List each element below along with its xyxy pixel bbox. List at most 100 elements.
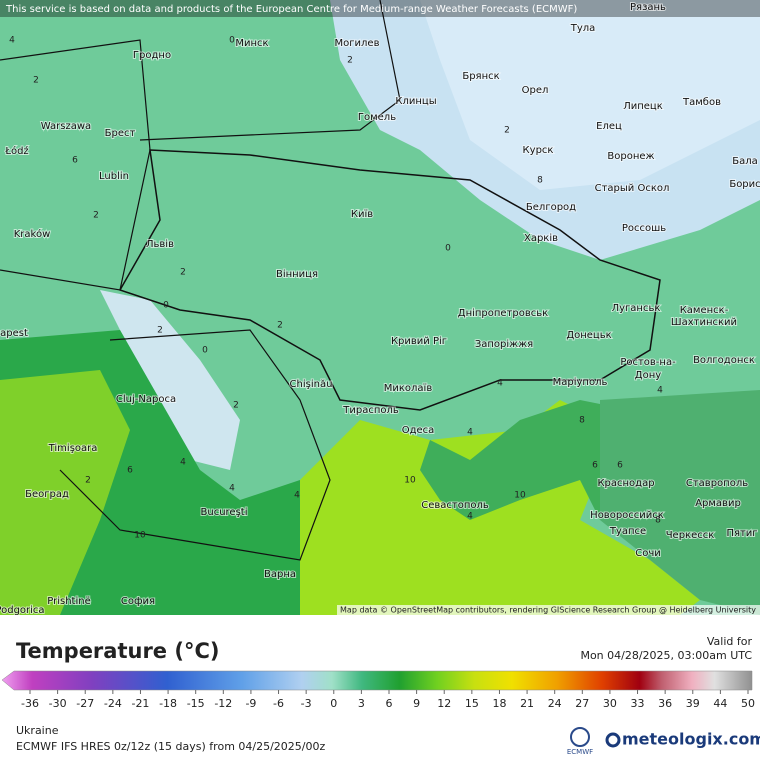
city-label: Борис — [729, 179, 760, 190]
city-label: Армавир — [695, 498, 741, 509]
colorbar-tick-label: 33 — [631, 697, 645, 710]
colorbar-tick-label: 6 — [386, 697, 393, 710]
city-label: Київ — [351, 209, 373, 220]
contour-label: 0 — [445, 244, 451, 254]
colorbar-tick-label: 30 — [603, 697, 617, 710]
city-label: Ставрополь — [686, 478, 748, 489]
city-label: Одеса — [402, 425, 435, 436]
colorbar-tick-label: -27 — [76, 697, 94, 710]
country-border — [59, 329, 331, 561]
colorbar-tick-label: 44 — [713, 697, 727, 710]
city-label: Кривий Ріг — [391, 335, 447, 347]
city-label: Тамбов — [682, 97, 721, 108]
city-label: Пятиг — [726, 528, 757, 539]
city-label: apest — [0, 328, 28, 339]
city-label: Орел — [522, 85, 549, 96]
ecmwf-icon — [570, 727, 590, 747]
city-label: Донецьк — [566, 330, 611, 341]
legend-title: Temperature (°C) — [16, 639, 219, 663]
city-label: Елец — [596, 121, 622, 132]
colorbar — [1, 670, 753, 691]
contour-label: 0 — [229, 36, 235, 46]
contour-label: 2 — [347, 56, 353, 66]
city-label: Липецк — [623, 101, 663, 112]
city-label: Сочи — [635, 548, 661, 559]
colorbar-tick-label: -9 — [245, 697, 256, 710]
city-label: Львів — [146, 238, 174, 250]
city-label: Гродно — [133, 50, 171, 61]
city-label: Тула — [570, 23, 596, 34]
contour-label: 6 — [592, 461, 598, 471]
colorbar-tick-label: 39 — [686, 697, 700, 710]
contour-label: 4 — [497, 379, 503, 389]
city-label: Prishtinë — [47, 596, 90, 607]
contour-label: 2 — [180, 268, 186, 278]
city-label: Podgorica — [0, 605, 45, 616]
city-label: Новороссийск — [590, 510, 664, 521]
city-label: Могилев — [335, 38, 380, 49]
colorbar-tick-label: -24 — [104, 697, 122, 710]
contour-label: 2 — [277, 321, 283, 331]
caucasus-area — [600, 390, 760, 615]
country-border — [0, 39, 151, 291]
city-label: Миколаїв — [384, 383, 433, 394]
colorbar-tick-label: 27 — [575, 697, 589, 710]
city-label: Клинцы — [395, 96, 436, 107]
city-label: Kraków — [14, 228, 51, 240]
colorbar-tick-label: 9 — [413, 697, 420, 710]
contour-label: 8 — [579, 416, 585, 426]
city-label: Черкесск — [666, 530, 715, 541]
region: Ukraine — [16, 724, 59, 737]
colorbar-tick-label: -6 — [273, 697, 284, 710]
contour-label: 10 — [134, 531, 146, 541]
country-border — [139, 0, 401, 141]
colorbar-tick-label: 50 — [741, 697, 755, 710]
contour-label: 4 — [657, 386, 663, 396]
city-label: Севастополь — [421, 500, 489, 511]
city-label: Гомель — [358, 112, 396, 123]
attribution-bar — [0, 0, 760, 17]
contour-label: 2 — [504, 126, 510, 136]
city-label: Бала — [732, 156, 758, 167]
mountain-cold — [100, 290, 240, 470]
colorbar-tick-label: 3 — [358, 697, 365, 710]
map: This service is based on data and produc… — [0, 0, 760, 617]
city-label: Warszawa — [41, 121, 91, 132]
valid-time: Mon 04/28/2025, 03:00am UTC — [580, 649, 752, 662]
city-label: Тирасполь — [342, 405, 399, 416]
city-label: София — [121, 596, 155, 607]
colorbar-tick-label: 18 — [492, 697, 506, 710]
city-label: Воронеж — [607, 151, 654, 162]
colorbar-tick-label: 12 — [437, 697, 451, 710]
city-label: Београд — [25, 489, 69, 500]
colorbar-tick-label: -15 — [187, 697, 205, 710]
city-label: Ростов-на- — [620, 357, 676, 368]
colorbar-tick-label: -18 — [159, 697, 177, 710]
attribution: This service is based on data and produc… — [5, 4, 577, 15]
colorbar-tick-label: 21 — [520, 697, 534, 710]
contour-label: 2 — [157, 326, 163, 336]
contour-label: 4 — [180, 458, 186, 468]
city-label: Краснодар — [597, 478, 654, 489]
city-label: Брест — [105, 128, 136, 139]
credit-bar — [337, 605, 760, 615]
city-label: Брянск — [462, 71, 499, 82]
contour-label: 4 — [467, 428, 473, 438]
warm-area — [0, 370, 130, 615]
city-label: Запоріжжя — [475, 338, 533, 350]
city-label: Cluj-Napoca — [116, 394, 176, 405]
city-label: Lublin — [99, 171, 129, 182]
colorbar-tick-label: -12 — [214, 697, 232, 710]
city-label: Туапсе — [609, 526, 646, 537]
contour-label: 6 — [72, 156, 78, 166]
contour-label: 2 — [233, 401, 239, 411]
colorbar-tick-label: 15 — [465, 697, 479, 710]
contour-label: 0 — [202, 346, 208, 356]
contour-label: 8 — [537, 176, 543, 186]
colorbar-tick-label: 36 — [658, 697, 672, 710]
city-label: Timişoara — [48, 443, 98, 454]
contour-label: 10 — [404, 476, 416, 486]
city-label: Минск — [235, 38, 268, 49]
contour-label: 2 — [85, 476, 91, 486]
